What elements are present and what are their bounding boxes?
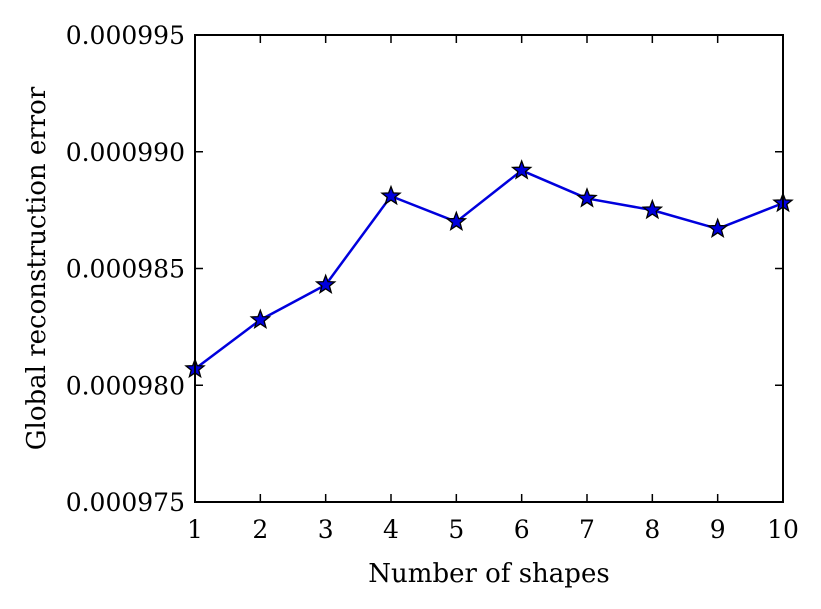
data-point-star bbox=[510, 159, 533, 180]
data-point-star bbox=[706, 217, 729, 238]
x-tick-label: 10 bbox=[767, 515, 799, 544]
y-tick-label: 0.000980 bbox=[66, 371, 185, 400]
data-point-star bbox=[380, 184, 402, 206]
y-tick-label: 0.000985 bbox=[66, 255, 185, 284]
y-axis-label: Global reconstruction error bbox=[22, 86, 52, 450]
y-tick-label: 0.000990 bbox=[66, 138, 185, 167]
y-tick-label: 0.000975 bbox=[66, 488, 185, 517]
x-tick-label: 9 bbox=[710, 515, 726, 544]
data-point-star bbox=[314, 273, 337, 295]
x-tick-label: 6 bbox=[514, 515, 530, 544]
x-tick-label: 7 bbox=[579, 515, 595, 544]
axis-ticks bbox=[194, 34, 784, 503]
x-axis-label: Number of shapes bbox=[368, 559, 609, 589]
data-point-star bbox=[249, 308, 272, 330]
data-point-star bbox=[576, 187, 598, 208]
y-tick-label: 0.000995 bbox=[66, 21, 185, 50]
series-line bbox=[194, 169, 784, 370]
plot-marks bbox=[184, 159, 794, 379]
tick-labels: 1 2 3 4 5 6 7 8 9 10 0.000975 0.000980 0.000985 0.000… bbox=[66, 21, 799, 544]
x-tick-label: 2 bbox=[252, 515, 268, 544]
data-point-star bbox=[445, 210, 468, 231]
data-point-star bbox=[641, 198, 664, 220]
x-tick-label: 5 bbox=[448, 515, 464, 544]
x-tick-label: 1 bbox=[187, 515, 203, 544]
plot-frame bbox=[194, 34, 784, 503]
x-tick-label: 4 bbox=[383, 515, 399, 544]
x-tick-label: 3 bbox=[318, 515, 334, 544]
x-tick-label: 8 bbox=[644, 515, 660, 544]
